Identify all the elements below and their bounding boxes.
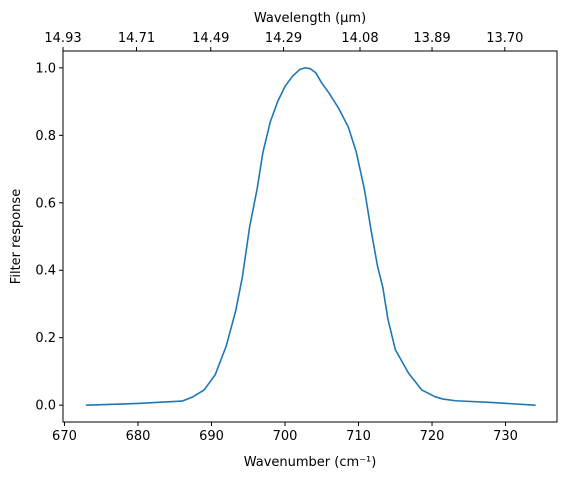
y-tick-label: 0.6 [35, 196, 56, 211]
series-line-filter-response [85, 67, 536, 406]
top-tick-label: 13.70 [486, 31, 523, 46]
y-axis-left: 0.0 0.2 0.4 0.6 0.8 1.0 [35, 61, 63, 414]
y-tick-label: 0.4 [35, 264, 56, 279]
x-axis-label: Wavenumber (cm⁻¹) [244, 455, 377, 470]
top-tick-label: 14.29 [265, 31, 302, 46]
top-tick-label: 14.49 [192, 31, 229, 46]
top-tick-label: 14.08 [341, 31, 378, 46]
axes-frame [62, 50, 558, 423]
x-tick-label: 700 [273, 429, 298, 444]
y-tick-label: 0.0 [35, 399, 56, 414]
top-axis-label: Wavelength (μm) [254, 11, 366, 26]
top-tick-label: 13.89 [413, 31, 450, 46]
x-tick-label: 690 [199, 429, 224, 444]
top-tick-label: 14.71 [118, 31, 155, 46]
x-tick-label: 720 [420, 429, 445, 444]
x-tick-label: 710 [346, 429, 371, 444]
x-tick-label: 730 [493, 429, 518, 444]
y-tick-label: 1.0 [35, 61, 56, 76]
y-axis-label: Filter response [9, 189, 24, 284]
top-tick-label: 14.93 [44, 31, 81, 46]
x-axis-bottom: 670 680 690 700 710 720 730 [52, 422, 518, 444]
y-tick-label: 0.2 [35, 331, 56, 346]
x-axis-top: 14.93 14.71 14.49 14.29 14.08 13.89 13.70 [44, 31, 523, 51]
x-tick-label: 670 [52, 429, 77, 444]
x-tick-label: 680 [126, 429, 151, 444]
y-tick-label: 0.8 [35, 129, 56, 144]
